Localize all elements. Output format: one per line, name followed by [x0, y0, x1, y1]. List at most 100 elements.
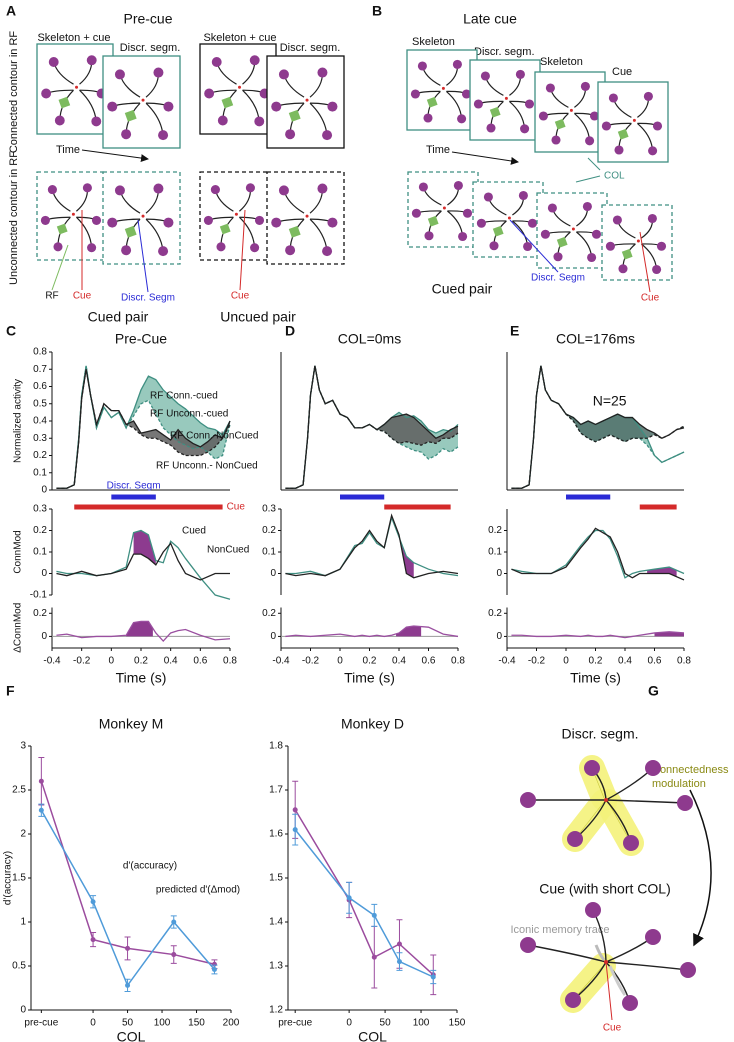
y-tick-label: 0.2 — [262, 525, 276, 536]
pointer — [51, 244, 69, 291]
contour-end — [48, 57, 59, 67]
g-annotation: Iconic memory trace — [510, 924, 609, 936]
x-tick-label: 0.8 — [677, 656, 691, 667]
x-tick-label: 0 — [90, 1018, 96, 1029]
panel-letter: E — [510, 323, 519, 339]
significance-area — [396, 626, 422, 637]
x-tick-label: 100 — [413, 1018, 430, 1029]
contour-end — [648, 146, 658, 156]
contour-end — [217, 115, 228, 126]
frame-label: Skeleton + cue — [37, 32, 110, 44]
x-tick-label: -0.4 — [272, 656, 290, 667]
contour-end — [524, 99, 535, 109]
y-tick-label: 1.3 — [269, 961, 283, 972]
contour-end — [203, 215, 213, 225]
data-point — [90, 937, 96, 943]
panel-title: Late cue — [463, 11, 517, 27]
cue-dot — [571, 227, 575, 231]
cue-label: Cue — [73, 291, 92, 302]
contour-end — [652, 264, 662, 275]
series-line — [285, 513, 459, 579]
contour-end — [527, 218, 538, 228]
rf-label: RF — [45, 291, 58, 302]
g-arrow — [689, 789, 712, 947]
contour-end — [601, 121, 611, 131]
series-line — [294, 829, 434, 978]
frame-label: Skeleton — [412, 36, 455, 48]
series-line — [285, 365, 459, 489]
rf — [58, 96, 71, 109]
contour-end — [158, 130, 169, 141]
rf — [288, 109, 301, 122]
series-line — [285, 625, 459, 638]
series-line — [56, 369, 231, 489]
series-line — [56, 542, 230, 581]
contour-end — [107, 217, 118, 228]
discr-label: Discr. Segm — [121, 293, 175, 304]
contour-end — [567, 831, 583, 847]
row-label: Connected contour in RF — [8, 31, 20, 154]
series-label: RF Conn.-cued — [150, 391, 218, 402]
contour-end — [452, 59, 462, 69]
y-tick-label: 1.7 — [269, 785, 283, 796]
contour-end — [210, 185, 220, 195]
contour-end — [121, 129, 132, 140]
rf — [124, 225, 137, 238]
contour-end — [204, 88, 215, 99]
contour-end — [87, 243, 97, 253]
contour-end — [153, 183, 164, 194]
cue-dot — [234, 212, 238, 216]
y-tick-label: 0.5 — [12, 961, 26, 972]
x-axis-label: Time (s) — [570, 670, 621, 686]
contour-end — [86, 55, 97, 66]
x-tick-label: 0 — [337, 656, 343, 667]
contour-end — [614, 145, 624, 155]
contour-end — [656, 241, 667, 251]
contour-end — [476, 218, 486, 228]
stimulus — [36, 171, 108, 261]
panel-letter: G — [648, 683, 659, 699]
contour-end — [211, 57, 222, 67]
contour-end — [677, 795, 693, 811]
rf — [621, 248, 633, 260]
cue-dot — [632, 118, 636, 122]
contour-end — [317, 183, 328, 194]
contour-end — [121, 245, 132, 256]
rf — [489, 106, 501, 118]
x-tick-label: 0.6 — [422, 656, 436, 667]
series-line — [56, 620, 231, 643]
x-tick-label: 0.2 — [134, 656, 148, 667]
cue-label: Cue — [603, 1023, 622, 1034]
frame-label: Discr. segm. — [474, 46, 535, 58]
stimulus — [199, 171, 271, 261]
data-point — [171, 919, 177, 925]
data-point — [371, 912, 377, 918]
series-label: RF Unconn.- NonCued — [156, 461, 258, 472]
pair-label: Uncued pair — [220, 309, 296, 325]
y-tick-label: 0.2 — [488, 608, 502, 619]
contour-end — [580, 81, 590, 91]
data-point — [211, 967, 217, 973]
x-axis-label: Time (s) — [116, 670, 167, 686]
cue-dot — [305, 98, 309, 102]
contour-end — [53, 242, 63, 252]
frame-label: Discr. segm. — [120, 42, 181, 54]
cue-dot — [507, 216, 511, 220]
epoch-bar — [111, 494, 156, 500]
data-point — [346, 895, 352, 901]
stimulus — [469, 59, 541, 141]
x-tick-label: -0.4 — [43, 656, 61, 667]
contour-end — [40, 215, 50, 225]
contour-end — [254, 215, 265, 225]
panel-letter: B — [372, 3, 382, 19]
difference-area — [511, 365, 684, 489]
difference-area — [285, 365, 458, 489]
contour-end — [551, 135, 561, 145]
g-annotation: Connectedness — [652, 764, 729, 776]
stimulus — [199, 43, 277, 135]
chart-note: N=25 — [593, 393, 627, 409]
g-annotation: modulation — [652, 778, 706, 790]
stimulus — [534, 71, 606, 153]
cue-dot — [636, 239, 640, 243]
